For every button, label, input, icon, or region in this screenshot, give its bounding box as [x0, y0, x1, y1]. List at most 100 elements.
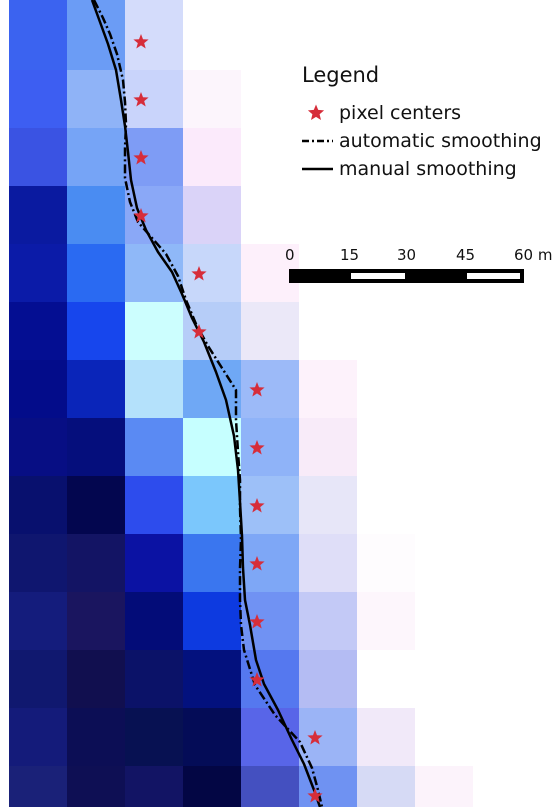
raster-cell — [125, 302, 183, 360]
legend-label-manual-smoothing: manual smoothing — [339, 158, 517, 180]
pixel-center-star — [249, 440, 265, 455]
manual-smoothing-line — [90, 0, 322, 807]
raster-cell — [183, 766, 241, 807]
raster-cell — [183, 70, 241, 128]
raster-cell — [67, 186, 125, 244]
raster-cell — [299, 650, 357, 708]
raster-cell — [357, 766, 415, 807]
raster-cell — [241, 476, 299, 534]
legend-label-automatic-smoothing: automatic smoothing — [339, 130, 542, 152]
raster-cell — [9, 302, 67, 360]
raster-cell — [125, 128, 183, 186]
raster-cell — [9, 476, 67, 534]
raster-cell — [125, 650, 183, 708]
raster-cell — [183, 650, 241, 708]
pixel-center-star — [249, 672, 265, 687]
raster-cell — [67, 12, 125, 70]
raster-cell — [67, 302, 125, 360]
raster-cell — [183, 128, 241, 186]
raster-cell-cropped — [9, 0, 67, 12]
scale-label-15: 15 — [340, 246, 359, 264]
legend-star-icon — [307, 104, 325, 120]
raster-cell — [67, 534, 125, 592]
raster-cell — [357, 592, 415, 650]
raster-cell — [67, 128, 125, 186]
pixel-center-star — [133, 150, 149, 165]
raster-cell — [125, 766, 183, 807]
raster-cell — [9, 244, 67, 302]
pixel-center-star — [191, 266, 207, 281]
pixel-center-star — [249, 556, 265, 571]
pixel-center-star — [249, 614, 265, 629]
raster-cell — [67, 708, 125, 766]
raster-cell — [241, 360, 299, 418]
raster-cell — [67, 70, 125, 128]
raster-cell — [125, 244, 183, 302]
raster-cell — [299, 360, 357, 418]
raster-cell — [415, 766, 473, 807]
scale-label-0: 0 — [285, 246, 295, 264]
raster-cell — [299, 592, 357, 650]
raster-cell — [67, 418, 125, 476]
raster-cell — [125, 12, 183, 70]
raster-cell — [125, 708, 183, 766]
raster-cell — [241, 592, 299, 650]
pixel-center-star — [249, 382, 265, 397]
raster-cell — [299, 534, 357, 592]
scale-label-30: 30 — [397, 246, 416, 264]
raster-cell — [357, 534, 415, 592]
raster-cell — [125, 70, 183, 128]
raster-cell — [241, 766, 299, 807]
raster-cell — [67, 476, 125, 534]
raster-cell — [67, 360, 125, 418]
raster-cell — [125, 360, 183, 418]
scale-label-60m: 60 m — [514, 246, 552, 264]
raster-cell — [183, 186, 241, 244]
raster-cell — [357, 708, 415, 766]
pixel-center-star — [133, 208, 149, 223]
pixel-center-star — [307, 730, 323, 745]
scale-bar-segment-white-1 — [351, 273, 405, 279]
raster-cell — [9, 534, 67, 592]
raster-layer — [9, 0, 473, 807]
pixel-center-stars — [133, 34, 323, 803]
raster-cell — [9, 128, 67, 186]
raster-cell — [67, 766, 125, 807]
raster-cell — [125, 592, 183, 650]
scale-label-45: 45 — [456, 246, 475, 264]
raster-cell — [9, 186, 67, 244]
raster-cell — [241, 418, 299, 476]
raster-cell — [125, 534, 183, 592]
raster-cell — [9, 418, 67, 476]
raster-cell — [9, 708, 67, 766]
raster-cell — [299, 418, 357, 476]
raster-cell — [241, 534, 299, 592]
raster-cell — [67, 244, 125, 302]
pixel-center-star — [249, 498, 265, 513]
scale-bar-frame — [289, 269, 524, 283]
pixel-center-star — [307, 788, 323, 803]
raster-cell — [299, 476, 357, 534]
raster-cell — [125, 476, 183, 534]
legend: Legend pixel centers automatic smoothing… — [302, 63, 542, 180]
raster-cell — [183, 592, 241, 650]
pixel-center-star — [133, 92, 149, 107]
raster-cell — [9, 592, 67, 650]
raster-cell — [67, 592, 125, 650]
raster-cell — [183, 244, 241, 302]
raster-cell — [9, 12, 67, 70]
raster-cell — [9, 70, 67, 128]
raster-cell — [183, 476, 241, 534]
raster-cell — [183, 534, 241, 592]
legend-title: Legend — [302, 63, 379, 87]
pixel-center-star — [191, 324, 207, 339]
scale-bar-segment-white-2 — [467, 273, 520, 279]
raster-cell — [241, 650, 299, 708]
automatic-smoothing-line — [92, 0, 324, 807]
raster-cell — [241, 302, 299, 360]
raster-cell — [67, 650, 125, 708]
raster-cell — [9, 650, 67, 708]
raster-cell — [299, 708, 357, 766]
raster-cell — [9, 360, 67, 418]
